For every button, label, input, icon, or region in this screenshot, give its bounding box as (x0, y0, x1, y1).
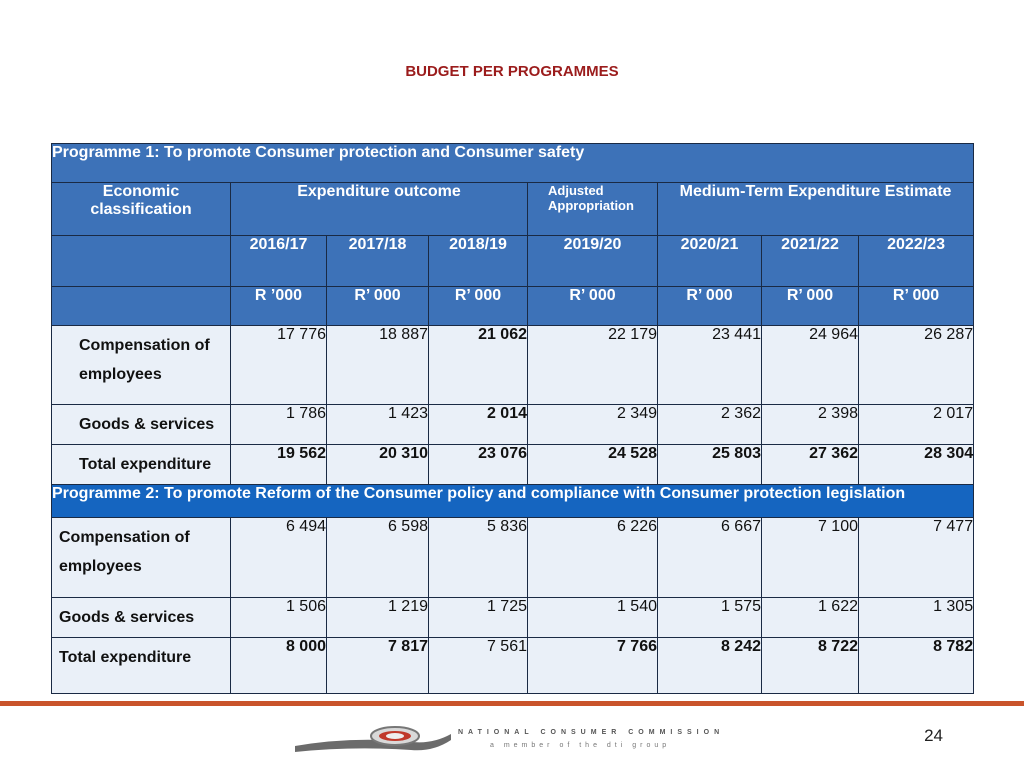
value-cell: 1 575 (657, 597, 762, 638)
unit-cell-empty (51, 286, 231, 326)
value-cell: 6 667 (657, 517, 762, 598)
value-cell: 2 014 (428, 404, 528, 445)
year-cell: 2021/22 (761, 235, 859, 287)
row-label: Compensation of employees (51, 325, 231, 405)
value-cell: 7 100 (761, 517, 859, 598)
value-cell: 25 803 (657, 444, 762, 485)
value-cell: 20 310 (326, 444, 429, 485)
row-label: Goods & services (51, 597, 231, 638)
year-cell: 2017/18 (326, 235, 429, 287)
value-cell: 22 179 (527, 325, 658, 405)
row-label: Goods & services (51, 404, 231, 445)
value-cell: 1 423 (326, 404, 429, 445)
value-cell: 7 477 (857, 517, 975, 598)
value-cell: 8 242 (657, 637, 762, 694)
budget-table: Programme 1: To promote Consumer protect… (50, 143, 975, 694)
table-row: Goods & services 1 506 1 219 1 725 1 540… (51, 597, 975, 638)
header-row: Economic classification Expenditure outc… (51, 182, 975, 236)
value-cell: 6 598 (326, 517, 429, 598)
unit-cell: R’ 000 (527, 286, 658, 326)
page-number: 24 (924, 726, 943, 745)
brand-name: NATIONAL CONSUMER COMMISSION (458, 729, 725, 736)
value-cell: 2 349 (527, 404, 658, 445)
value-cell: 5 836 (428, 517, 528, 598)
programme1-heading-row: Programme 1: To promote Consumer protect… (50, 143, 975, 183)
value-cell: 2 017 (857, 404, 975, 445)
value-cell: 27 362 (761, 444, 859, 485)
row-label: Compensation of employees (51, 517, 231, 598)
year-cell: 2020/21 (657, 235, 762, 287)
years-row: 2016/17 2017/18 2018/19 2019/20 2020/21 … (51, 235, 975, 287)
value-cell: 1 540 (527, 597, 658, 638)
value-cell: 6 494 (230, 517, 327, 598)
value-cell: 28 304 (857, 444, 975, 485)
unit-cell: R’ 000 (326, 286, 429, 326)
unit-cell: R’ 000 (428, 286, 528, 326)
value-cell: 2 398 (761, 404, 859, 445)
value-cell: 17 776 (230, 325, 327, 405)
ncc-logo-icon (295, 726, 451, 752)
row-label: Total expenditure (51, 444, 231, 485)
table-row: Compensation of employees 6 494 6 598 5 … (51, 517, 975, 598)
programme2-heading-row: Programme 2: To promote Reform of the Co… (50, 484, 975, 518)
unit-cell: R’ 000 (761, 286, 859, 326)
value-cell: 1 305 (857, 597, 975, 638)
value-cell: 24 964 (761, 325, 859, 405)
adjusted-appropriation-header: Adjusted Appropriation (527, 182, 658, 236)
unit-cell: R ’000 (230, 286, 327, 326)
table-row: Total expenditure 8 000 7 817 7 561 7 76… (51, 637, 975, 694)
value-cell: 26 287 (857, 325, 975, 405)
value-cell: 7 561 (428, 637, 528, 694)
value-cell: 24 528 (527, 444, 658, 485)
units-row: R ’000 R’ 000 R’ 000 R’ 000 R’ 000 R’ 00… (51, 286, 975, 326)
value-cell: 6 226 (527, 517, 658, 598)
programme2-heading: Programme 2: To promote Reform of the Co… (50, 484, 975, 518)
value-cell: 1 622 (761, 597, 859, 638)
value-cell: 1 219 (326, 597, 429, 638)
economic-classification-header: Economic classification (51, 182, 231, 236)
year-cell: 2016/17 (230, 235, 327, 287)
value-cell: 7 817 (326, 637, 429, 694)
value-cell: 1 725 (428, 597, 528, 638)
table-row: Goods & services 1 786 1 423 2 014 2 349… (51, 404, 975, 445)
year-cell-empty (51, 235, 231, 287)
value-cell: 1 786 (230, 404, 327, 445)
brand-tagline: a member of the dti group (490, 742, 671, 749)
value-cell: 23 076 (428, 444, 528, 485)
table-row: Total expenditure 19 562 20 310 23 076 2… (51, 444, 975, 485)
year-cell: 2018/19 (428, 235, 528, 287)
value-cell: 19 562 (230, 444, 327, 485)
programme1-heading: Programme 1: To promote Consumer protect… (50, 143, 975, 183)
unit-cell: R’ 000 (657, 286, 762, 326)
table-row: Compensation of employees 17 776 18 887 … (51, 325, 975, 405)
value-cell: 21 062 (428, 325, 528, 405)
value-cell: 7 766 (527, 637, 658, 694)
mtee-header: Medium-Term Expenditure Estimate (656, 182, 975, 236)
value-cell: 8 722 (761, 637, 859, 694)
expenditure-outcome-header: Expenditure outcome (230, 182, 528, 236)
value-cell: 18 887 (326, 325, 429, 405)
year-cell: 2022/23 (857, 235, 975, 287)
value-cell: 8 000 (230, 637, 327, 694)
value-cell: 1 506 (230, 597, 327, 638)
year-cell: 2019/20 (527, 235, 658, 287)
value-cell: 2 362 (657, 404, 762, 445)
unit-cell: R’ 000 (857, 286, 975, 326)
value-cell: 23 441 (657, 325, 762, 405)
value-cell: 8 782 (857, 637, 975, 694)
page-title: BUDGET PER PROGRAMMES (405, 63, 619, 80)
row-label: Total expenditure (51, 637, 231, 694)
footer-divider (0, 701, 1024, 706)
